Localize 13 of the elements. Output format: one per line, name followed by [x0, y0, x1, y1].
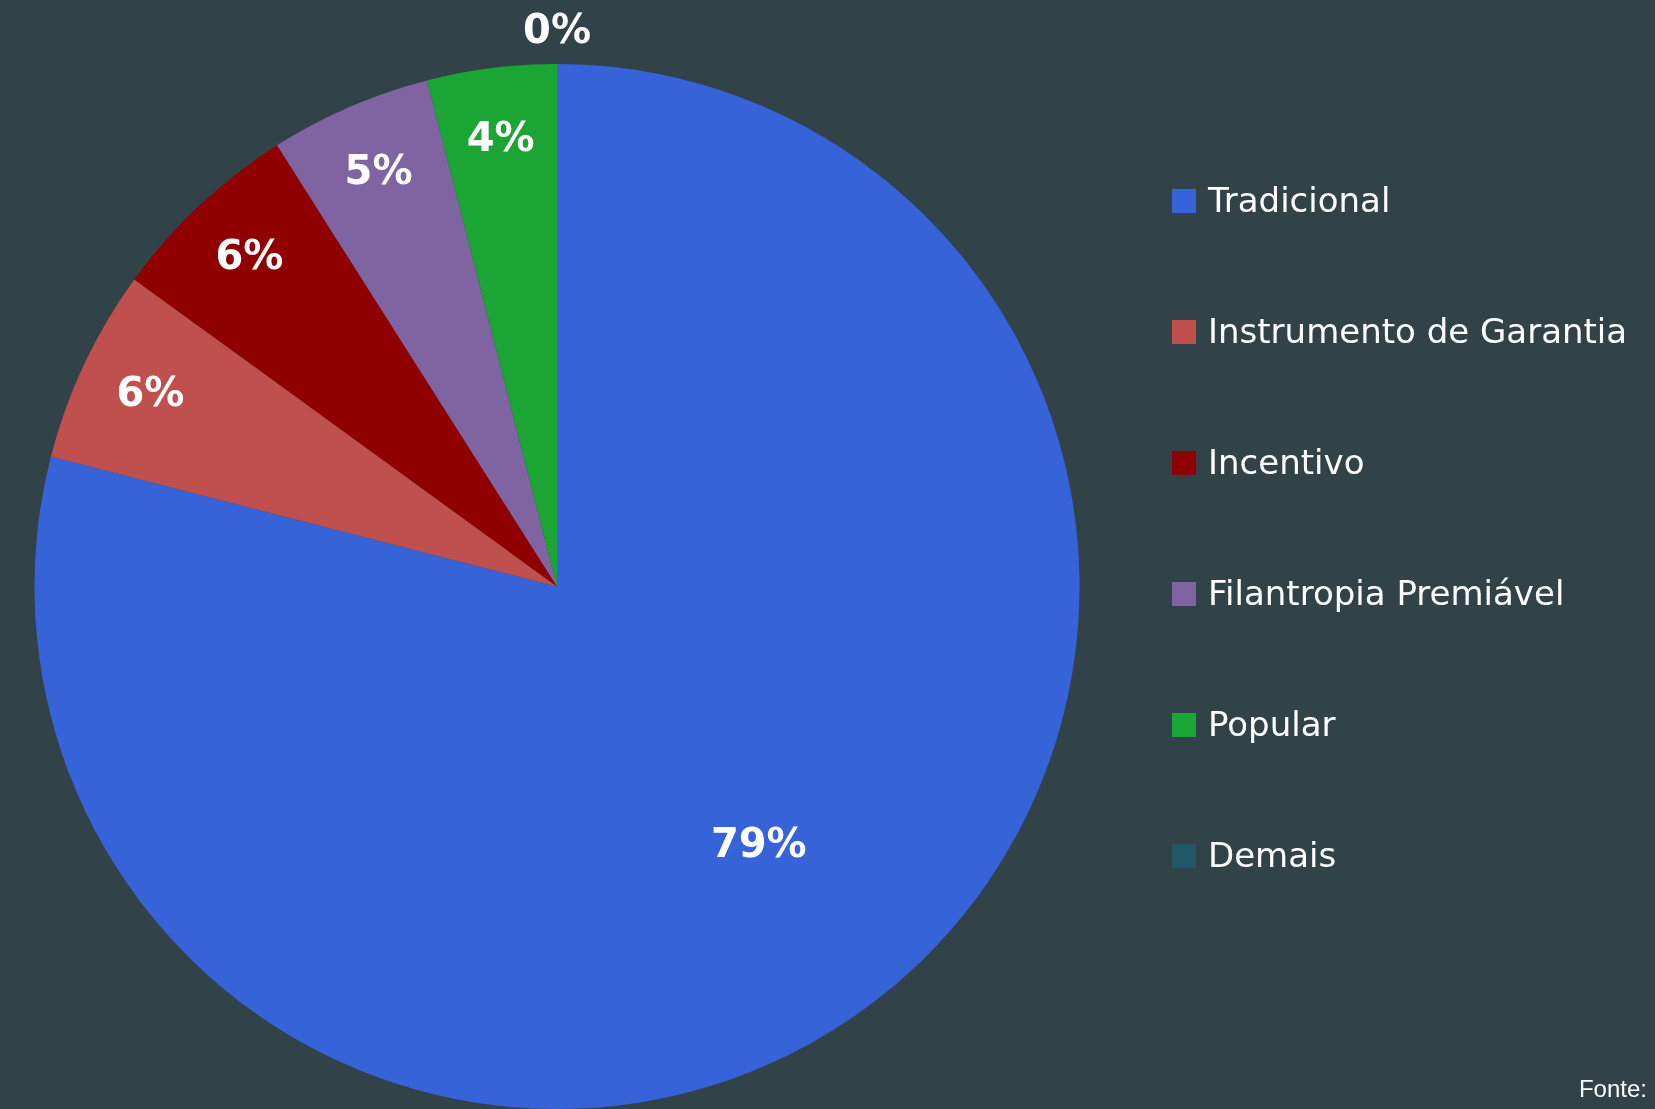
data-label: 79%: [710, 819, 807, 866]
data-label: 5%: [344, 147, 413, 194]
legend-label: Instrumento de Garantia: [1208, 311, 1628, 351]
legend-label: Incentivo: [1208, 442, 1365, 482]
data-label: 4%: [466, 114, 535, 161]
text: 0%: [523, 6, 591, 53]
source-note: Fonte:: [1578, 1075, 1647, 1103]
data-label: 6%: [116, 368, 185, 415]
legend-label: Popular: [1208, 704, 1336, 744]
legend-label: Filantropia Premiável: [1208, 573, 1565, 613]
legend-label: Demais: [1208, 835, 1337, 875]
data-label: 6%: [215, 232, 284, 279]
legend-label: Tradicional: [1208, 180, 1391, 220]
